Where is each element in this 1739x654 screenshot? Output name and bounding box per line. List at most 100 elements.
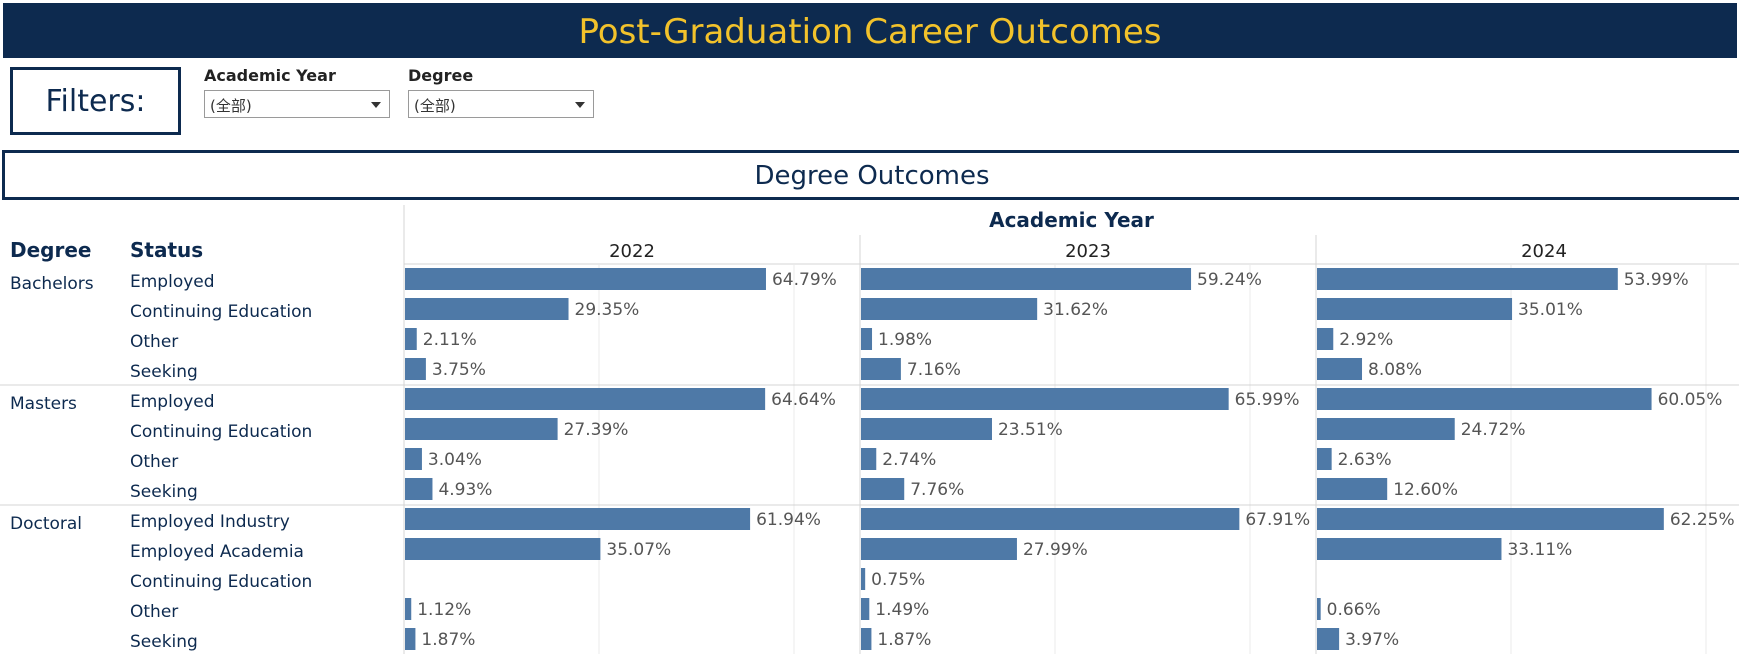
academic-year-column-header: Academic Year bbox=[989, 208, 1154, 232]
status-label: Employed bbox=[130, 272, 215, 292]
filters-heading-box: Filters: bbox=[10, 67, 181, 135]
data-label: 1.87% bbox=[877, 630, 931, 650]
bar-2023 bbox=[861, 508, 1240, 530]
status-label: Seeking bbox=[130, 632, 198, 652]
data-label: 24.72% bbox=[1461, 420, 1526, 440]
status-column-header: Status bbox=[130, 238, 204, 262]
title-bar: Post-Graduation Career Outcomes bbox=[3, 3, 1737, 58]
status-label: Employed bbox=[130, 392, 215, 412]
chevron-down-icon bbox=[371, 102, 381, 108]
bar-2023 bbox=[861, 298, 1038, 320]
status-label: Other bbox=[130, 332, 178, 352]
data-label: 35.07% bbox=[606, 540, 671, 560]
data-label: 8.08% bbox=[1368, 360, 1422, 380]
data-label: 1.12% bbox=[417, 600, 471, 620]
data-label: 4.93% bbox=[438, 480, 492, 500]
degree-filter-select[interactable]: (全部) bbox=[408, 90, 594, 118]
data-label: 1.98% bbox=[878, 330, 932, 350]
data-label: 27.39% bbox=[564, 420, 629, 440]
data-label: 2.74% bbox=[882, 450, 936, 470]
data-label: 1.87% bbox=[421, 630, 475, 650]
data-label: 7.76% bbox=[910, 480, 964, 500]
bar-2024 bbox=[1317, 448, 1332, 470]
data-label: 0.66% bbox=[1327, 600, 1381, 620]
data-label: 3.97% bbox=[1345, 630, 1399, 650]
data-label: 1.49% bbox=[875, 600, 929, 620]
bar-2022 bbox=[405, 478, 433, 500]
bar-2022 bbox=[405, 268, 766, 290]
bar-2022 bbox=[405, 598, 412, 620]
status-label: Seeking bbox=[130, 362, 198, 382]
bar-2023 bbox=[861, 268, 1192, 290]
bar-2022 bbox=[405, 328, 417, 350]
data-label: 62.25% bbox=[1670, 510, 1735, 530]
data-label: 64.79% bbox=[772, 270, 837, 290]
bar-2023 bbox=[861, 448, 877, 470]
status-label: Other bbox=[130, 602, 178, 622]
bar-2024 bbox=[1317, 298, 1513, 320]
chevron-down-icon bbox=[575, 102, 585, 108]
data-label: 33.11% bbox=[1507, 540, 1572, 560]
data-label: 65.99% bbox=[1235, 390, 1300, 410]
bar-2024 bbox=[1317, 328, 1334, 350]
bar-2023 bbox=[861, 568, 866, 590]
bar-2024 bbox=[1317, 388, 1652, 410]
bar-2022 bbox=[405, 448, 422, 470]
status-label: Employed Industry bbox=[130, 512, 290, 532]
bar-2024 bbox=[1317, 418, 1455, 440]
bar-2023 bbox=[861, 328, 873, 350]
data-label: 53.99% bbox=[1624, 270, 1689, 290]
status-label: Continuing Education bbox=[130, 422, 312, 442]
status-label: Other bbox=[130, 452, 178, 472]
data-label: 7.16% bbox=[907, 360, 961, 380]
degree-label-doctoral: Doctoral bbox=[10, 514, 82, 534]
data-label: 2.63% bbox=[1338, 450, 1392, 470]
data-label: 67.91% bbox=[1245, 510, 1310, 530]
bar-2024 bbox=[1317, 478, 1388, 500]
academic-year-filter-label: Academic Year bbox=[204, 66, 336, 85]
page-title: Post-Graduation Career Outcomes bbox=[578, 12, 1162, 52]
bar-2022 bbox=[405, 358, 426, 380]
data-label: 61.94% bbox=[756, 510, 821, 530]
degree-filter-label: Degree bbox=[408, 66, 474, 85]
data-label: 3.04% bbox=[428, 450, 482, 470]
year-header-2022: 2022 bbox=[609, 241, 655, 262]
status-label: Continuing Education bbox=[130, 572, 312, 592]
data-label: 35.01% bbox=[1518, 300, 1583, 320]
year-header-2024: 2024 bbox=[1521, 241, 1567, 262]
data-label: 2.92% bbox=[1339, 330, 1393, 350]
bar-2023 bbox=[861, 358, 901, 380]
bar-2024 bbox=[1317, 508, 1664, 530]
bar-2022 bbox=[405, 298, 569, 320]
data-label: 64.64% bbox=[771, 390, 836, 410]
status-label: Seeking bbox=[130, 482, 198, 502]
academic-year-filter-select[interactable]: (全部) bbox=[204, 90, 390, 118]
data-label: 27.99% bbox=[1023, 540, 1088, 560]
data-label: 23.51% bbox=[998, 420, 1063, 440]
data-label: 2.11% bbox=[423, 330, 477, 350]
bar-2023 bbox=[861, 388, 1229, 410]
bar-2023 bbox=[861, 598, 870, 620]
bar-2022 bbox=[405, 538, 601, 560]
academic-year-filter-value: (全部) bbox=[210, 97, 252, 115]
degree-label-bachelors: Bachelors bbox=[10, 274, 94, 294]
data-label: 29.35% bbox=[575, 300, 640, 320]
year-header-2023: 2023 bbox=[1065, 241, 1111, 262]
bar-2024 bbox=[1317, 598, 1321, 620]
bar-2023 bbox=[861, 478, 905, 500]
bar-2024 bbox=[1317, 628, 1340, 650]
bar-2022 bbox=[405, 388, 766, 410]
status-label: Employed Academia bbox=[130, 542, 304, 562]
status-label: Continuing Education bbox=[130, 302, 312, 322]
degree-filter-value: (全部) bbox=[414, 97, 456, 115]
data-label: 12.60% bbox=[1393, 480, 1458, 500]
bar-2024 bbox=[1317, 358, 1363, 380]
data-label: 60.05% bbox=[1658, 390, 1723, 410]
filters-heading: Filters: bbox=[45, 84, 146, 119]
section-title: Degree Outcomes bbox=[754, 161, 990, 191]
data-label: 59.24% bbox=[1197, 270, 1262, 290]
data-label: 3.75% bbox=[432, 360, 486, 380]
data-label: 0.75% bbox=[871, 570, 925, 590]
section-title-box: Degree Outcomes bbox=[2, 150, 1739, 200]
